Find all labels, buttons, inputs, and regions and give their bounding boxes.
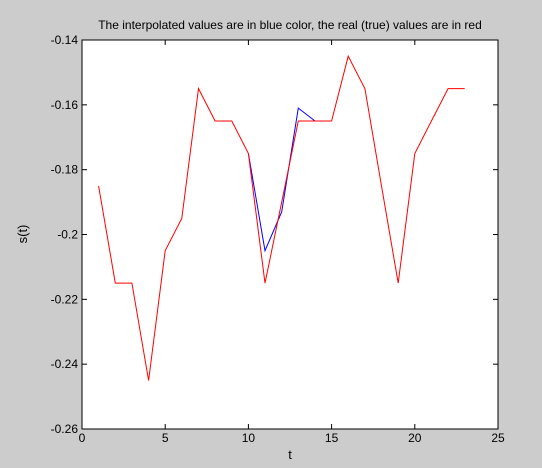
y-tick-label: -0.26 bbox=[51, 422, 79, 436]
x-tick-label: 0 bbox=[79, 431, 86, 445]
x-tick-label: 15 bbox=[325, 431, 339, 445]
y-tick-label: -0.14 bbox=[51, 33, 79, 47]
y-tick-label: -0.24 bbox=[51, 357, 79, 371]
y-tick-label: -0.16 bbox=[51, 98, 79, 112]
x-tick-label: 5 bbox=[162, 431, 169, 445]
x-tick-label: 25 bbox=[491, 431, 505, 445]
y-tick-label: -0.22 bbox=[51, 292, 79, 306]
y-axis-label: s(t) bbox=[15, 225, 30, 244]
plot-area bbox=[82, 40, 498, 429]
x-axis-label: t bbox=[288, 447, 292, 462]
x-tick-label: 20 bbox=[408, 431, 422, 445]
chart-title: The interpolated values are in blue colo… bbox=[98, 18, 482, 32]
x-tick-label: 10 bbox=[242, 431, 256, 445]
y-tick-label: -0.18 bbox=[51, 163, 79, 177]
y-tick-label: -0.2 bbox=[57, 228, 78, 242]
